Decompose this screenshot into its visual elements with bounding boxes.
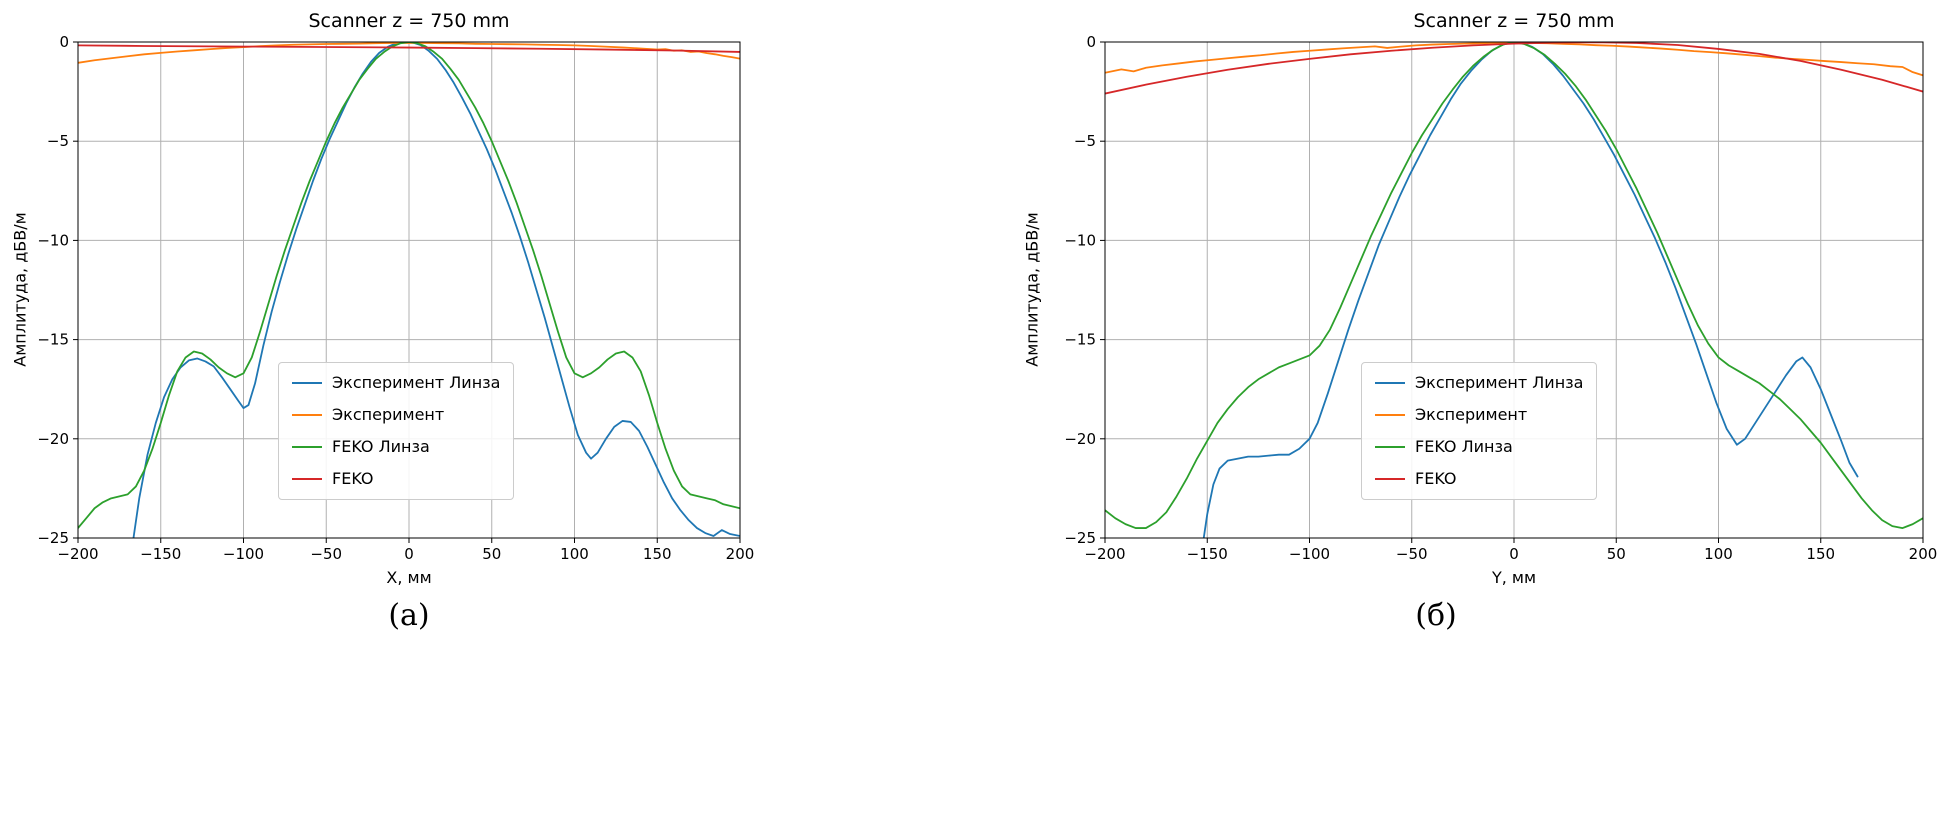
caption-a: (а) xyxy=(388,598,430,633)
x-tick-label: −100 xyxy=(223,545,264,563)
y-tick-label: −15 xyxy=(1064,331,1096,349)
line-series-3 xyxy=(1105,42,1923,95)
x-tick-label: 0 xyxy=(1509,545,1519,563)
legend-label: Эксперимент xyxy=(1415,405,1528,424)
legend-line-swatch xyxy=(292,446,322,448)
caption-b: (б) xyxy=(1415,598,1457,633)
x-tick-label: 200 xyxy=(1909,545,1938,563)
x-tick-label: 50 xyxy=(482,545,501,563)
y-tick-label: −10 xyxy=(37,231,69,249)
right-legend: Эксперимент Линза Эксперимент FEKO Линза… xyxy=(1361,362,1598,500)
x-tick-label: −150 xyxy=(140,545,181,563)
legend-label: FEKO xyxy=(332,469,374,488)
x-tick-label: −150 xyxy=(1187,545,1228,563)
y-tick-label: 0 xyxy=(59,33,69,51)
x-tick-label: −100 xyxy=(1289,545,1330,563)
legend-line-swatch xyxy=(1375,446,1405,448)
left-x-axis-label: X, мм xyxy=(386,568,432,587)
y-tick-label: −10 xyxy=(1064,231,1096,249)
x-tick-label: −50 xyxy=(310,545,342,563)
y-tick-label: −25 xyxy=(1064,529,1096,547)
y-tick-label: −20 xyxy=(37,430,69,448)
y-tick-label: −20 xyxy=(1064,430,1096,448)
x-tick-label: 100 xyxy=(1704,545,1733,563)
legend-label: Эксперимент Линза xyxy=(332,373,501,392)
y-tick-label: −15 xyxy=(37,331,69,349)
legend-item: Эксперимент Линза xyxy=(292,373,500,393)
y-tick-label: 0 xyxy=(1086,33,1096,51)
legend-label: FEKO xyxy=(1415,469,1457,488)
legend-item: Эксперимент xyxy=(292,405,500,425)
legend-item: FEKO xyxy=(292,469,500,489)
legend-line-swatch xyxy=(1375,414,1405,416)
legend-line-swatch xyxy=(292,382,322,384)
left-y-axis-label: Амплитуда, дБВ/м xyxy=(10,212,30,367)
right-x-axis-label: Y, мм xyxy=(1491,568,1537,587)
legend-label: FEKO Линза xyxy=(332,437,430,456)
line-series-3 xyxy=(78,44,740,53)
left-chart-title: Scanner z = 750 mm xyxy=(308,10,510,32)
axis-ticks: −200 −150 −100 −50 0 50 100 150 200 0 −5 −10 −15 −20 −… xyxy=(1064,33,1937,563)
x-tick-label: 100 xyxy=(560,545,589,563)
left-legend: Эксперимент Линза Эксперимент FEKO Линза… xyxy=(278,362,515,500)
legend-label: Эксперимент xyxy=(332,405,445,424)
legend-item: Эксперимент xyxy=(1375,405,1583,425)
line-series-2 xyxy=(78,42,740,529)
y-tick-label: −25 xyxy=(37,529,69,547)
x-tick-label: 150 xyxy=(643,545,672,563)
x-tick-label: 150 xyxy=(1806,545,1835,563)
legend-label: FEKO Линза xyxy=(1415,437,1513,456)
legend-line-swatch xyxy=(1375,478,1405,480)
right-y-axis-label: Амплитуда, дБВ/м xyxy=(1022,212,1042,367)
legend-line-swatch xyxy=(1375,382,1405,384)
right-chart-title: Scanner z = 750 mm xyxy=(1413,10,1615,32)
axis-ticks: −200 −150 −100 −50 0 50 100 150 200 0 −5 −10 −15 −20 −… xyxy=(37,33,754,563)
legend-item: FEKO xyxy=(1375,469,1583,489)
legend-line-swatch xyxy=(292,414,322,416)
x-tick-label: −50 xyxy=(1396,545,1428,563)
y-tick-label: −5 xyxy=(47,132,69,150)
line-series-0 xyxy=(132,42,740,538)
x-tick-label: −200 xyxy=(1084,545,1125,563)
x-tick-label: −200 xyxy=(57,545,98,563)
y-tick-label: −5 xyxy=(1074,132,1096,150)
series-lines xyxy=(78,42,740,538)
legend-label: Эксперимент Линза xyxy=(1415,373,1584,392)
legend-item: FEKO Линза xyxy=(292,437,500,457)
x-tick-label: 50 xyxy=(1607,545,1626,563)
x-tick-label: 0 xyxy=(404,545,414,563)
legend-line-swatch xyxy=(292,478,322,480)
x-tick-label: 200 xyxy=(726,545,755,563)
legend-item: Эксперимент Линза xyxy=(1375,373,1583,393)
legend-item: FEKO Линза xyxy=(1375,437,1583,457)
plot-1: −200 −150 −100 −50 0 50 100 150 200 0 −5 −10 −15 −20 −… xyxy=(1064,33,1937,563)
